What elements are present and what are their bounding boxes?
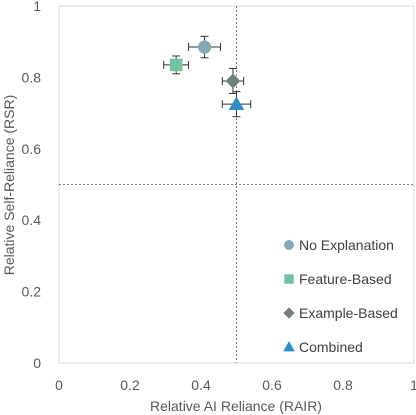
y-tick-labels: 0 0.2 0.4 0.6 0.8 1 xyxy=(22,0,42,371)
data-point-group xyxy=(221,67,245,94)
x-tick-label: 0.4 xyxy=(191,377,211,393)
y-tick-label: 0.2 xyxy=(22,284,42,300)
legend-item: Combined xyxy=(283,339,363,355)
x-tick-label: 0.6 xyxy=(262,377,282,393)
legend-item: Example-Based xyxy=(283,305,398,321)
y-tick-label: 0.4 xyxy=(22,212,42,228)
x-tick-label: 0.8 xyxy=(333,377,353,393)
y-tick-label: 0.6 xyxy=(22,141,42,157)
x-tick-label: 1 xyxy=(410,377,416,393)
data-point-triangle xyxy=(228,96,245,111)
legend-item: No Explanation xyxy=(284,237,394,253)
y-tick-label: 0.8 xyxy=(22,69,42,85)
data-point-group xyxy=(163,55,190,75)
legend-label: No Explanation xyxy=(299,237,394,253)
y-axis-title: Relative Self-Reliance (RSR) xyxy=(1,95,17,276)
legend-marker-diamond xyxy=(283,307,295,319)
x-tick-label: 0.2 xyxy=(120,377,140,393)
data-point-group xyxy=(188,35,222,59)
data-point-circle xyxy=(197,40,212,54)
x-axis-title: Relative AI Reliance (RAIR) xyxy=(150,398,322,414)
y-tick-label: 1 xyxy=(33,0,41,14)
data-point-diamond xyxy=(225,73,241,89)
legend-label: Combined xyxy=(299,339,363,355)
legend-marker-circle xyxy=(284,240,294,250)
legend-marker-square xyxy=(284,274,294,284)
legend-label: Feature-Based xyxy=(299,271,392,287)
legend: No Explanation Feature-Based Example-Based… xyxy=(283,237,398,355)
y-tick-label: 0 xyxy=(33,355,41,371)
legend-item: Feature-Based xyxy=(284,271,392,287)
data-point-group xyxy=(221,91,252,118)
legend-label: Example-Based xyxy=(299,305,398,321)
legend-marker-triangle xyxy=(283,341,295,352)
reference-lines xyxy=(59,6,414,363)
data-point-square xyxy=(169,58,183,72)
data-points xyxy=(163,35,252,118)
x-tick-label: 0 xyxy=(55,377,63,393)
x-tick-labels: 0 0.2 0.4 0.6 0.8 1 xyxy=(55,377,416,393)
